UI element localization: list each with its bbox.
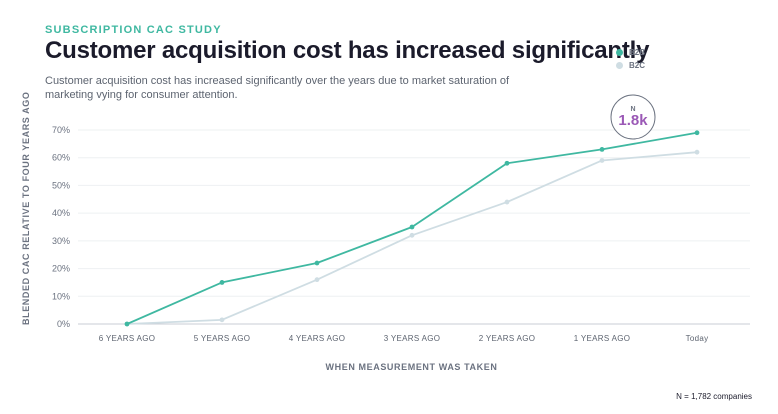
series-line-b2c <box>126 151 698 325</box>
data-point-b2b <box>504 160 510 166</box>
chart-legend: B2B B2C <box>616 46 645 72</box>
data-point-b2c <box>599 158 605 163</box>
y-tick-label: 30% <box>52 236 70 246</box>
x-axis-label: WHEN MEASUREMENT WAS TAKEN <box>325 362 498 372</box>
annotation-value: 1.8k <box>618 112 648 129</box>
data-point-b2b <box>314 260 320 266</box>
x-tick-label: 5 YEARS AGO <box>194 334 251 343</box>
y-tick-label: 0% <box>57 319 70 329</box>
y-tick-label: 10% <box>52 291 70 301</box>
x-tick-label: Today <box>686 334 709 343</box>
chart-title: Customer acquisition cost has increased … <box>45 37 650 64</box>
legend-swatch-b2b <box>616 49 623 56</box>
data-point-b2c <box>409 232 415 238</box>
x-tick-label: 4 YEARS AGO <box>289 334 346 343</box>
x-tick-label: 3 YEARS AGO <box>384 334 441 343</box>
y-tick-label: 50% <box>52 180 70 190</box>
sample-size-footnote: N = 1,782 companies <box>676 392 752 401</box>
data-point-b2c <box>314 277 320 283</box>
x-tick-label: 1 YEARS AGO <box>574 334 631 343</box>
legend-swatch-b2c <box>616 62 623 69</box>
data-point-b2b <box>599 147 605 152</box>
y-tick-label: 70% <box>52 125 70 135</box>
data-point-b2c <box>504 199 510 205</box>
y-tick-label: 20% <box>52 264 70 274</box>
data-point-b2b <box>219 280 225 285</box>
data-point-b2b <box>694 130 700 136</box>
data-point-b2c <box>694 149 700 155</box>
annotation-bubble <box>610 94 656 140</box>
legend-label-b2c: B2C <box>629 61 646 70</box>
legend-item-b2b: B2B <box>616 46 645 59</box>
x-tick-label: 6 YEARS AGO <box>99 334 156 343</box>
legend-label-b2b: B2B <box>629 48 646 57</box>
data-point-b2b <box>124 321 130 327</box>
chart-eyebrow: SUBSCRIPTION CAC STUDY <box>45 24 222 36</box>
data-point-b2b <box>409 224 415 230</box>
x-tick-label: 2 YEARS AGO <box>479 334 536 343</box>
annotation-label: N <box>630 106 635 113</box>
chart-subtitle: Customer acquisition cost has increased … <box>45 75 510 101</box>
legend-item-b2c: B2C <box>616 59 645 72</box>
data-point-b2c <box>219 317 225 323</box>
y-tick-label: 60% <box>52 153 70 163</box>
y-tick-label: 40% <box>52 208 70 218</box>
